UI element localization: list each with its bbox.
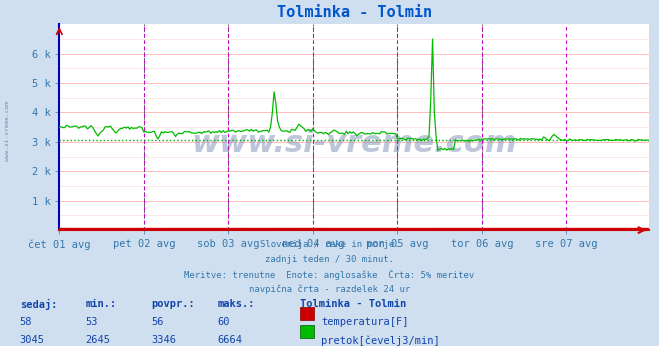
Text: 3346: 3346 — [152, 335, 177, 345]
Text: 6664: 6664 — [217, 335, 243, 345]
Text: maks.:: maks.: — [217, 299, 255, 309]
Text: www.si-vreme.com: www.si-vreme.com — [191, 129, 517, 158]
Text: navpična črta - razdelek 24 ur: navpična črta - razdelek 24 ur — [249, 284, 410, 293]
Text: 3045: 3045 — [20, 335, 45, 345]
Text: Tolminka - Tolmin: Tolminka - Tolmin — [300, 299, 406, 309]
Text: min.:: min.: — [86, 299, 117, 309]
Text: Meritve: trenutne  Enote: anglosaške  Črta: 5% meritev: Meritve: trenutne Enote: anglosaške Črta… — [185, 270, 474, 280]
Text: www.si-vreme.com: www.si-vreme.com — [5, 101, 11, 162]
Text: Slovenija / reke in morje.: Slovenija / reke in morje. — [260, 240, 399, 249]
Text: 60: 60 — [217, 317, 230, 327]
Text: 56: 56 — [152, 317, 164, 327]
Text: povpr.:: povpr.: — [152, 299, 195, 309]
Text: sedaj:: sedaj: — [20, 299, 57, 310]
Title: Tolminka - Tolmin: Tolminka - Tolmin — [277, 5, 432, 20]
Text: zadnji teden / 30 minut.: zadnji teden / 30 minut. — [265, 255, 394, 264]
Text: 58: 58 — [20, 317, 32, 327]
Text: 53: 53 — [86, 317, 98, 327]
Text: pretok[čevelj3/min]: pretok[čevelj3/min] — [321, 335, 440, 346]
Text: 2645: 2645 — [86, 335, 111, 345]
Text: temperatura[F]: temperatura[F] — [321, 317, 409, 327]
